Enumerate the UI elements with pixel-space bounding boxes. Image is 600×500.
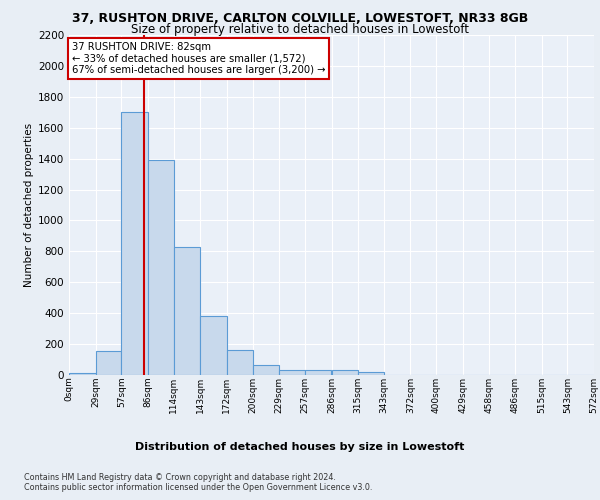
Bar xyxy=(200,316,227,375)
Bar xyxy=(305,370,331,375)
Text: Contains HM Land Registry data © Crown copyright and database right 2024.: Contains HM Land Registry data © Crown c… xyxy=(24,472,336,482)
Bar xyxy=(227,350,253,375)
Text: Size of property relative to detached houses in Lowestoft: Size of property relative to detached ho… xyxy=(131,24,469,36)
Bar xyxy=(253,365,279,375)
Bar xyxy=(331,370,358,375)
Bar xyxy=(121,112,148,375)
Bar xyxy=(173,246,200,375)
Bar xyxy=(148,160,173,375)
Text: Distribution of detached houses by size in Lowestoft: Distribution of detached houses by size … xyxy=(136,442,464,452)
Bar xyxy=(95,351,121,375)
Text: Contains public sector information licensed under the Open Government Licence v3: Contains public sector information licen… xyxy=(24,484,373,492)
Y-axis label: Number of detached properties: Number of detached properties xyxy=(24,123,34,287)
Text: 37 RUSHTON DRIVE: 82sqm
← 33% of detached houses are smaller (1,572)
67% of semi: 37 RUSHTON DRIVE: 82sqm ← 33% of detache… xyxy=(72,42,325,75)
Bar xyxy=(358,372,384,375)
Bar xyxy=(69,372,95,375)
Text: 37, RUSHTON DRIVE, CARLTON COLVILLE, LOWESTOFT, NR33 8GB: 37, RUSHTON DRIVE, CARLTON COLVILLE, LOW… xyxy=(72,12,528,24)
Bar xyxy=(279,370,305,375)
